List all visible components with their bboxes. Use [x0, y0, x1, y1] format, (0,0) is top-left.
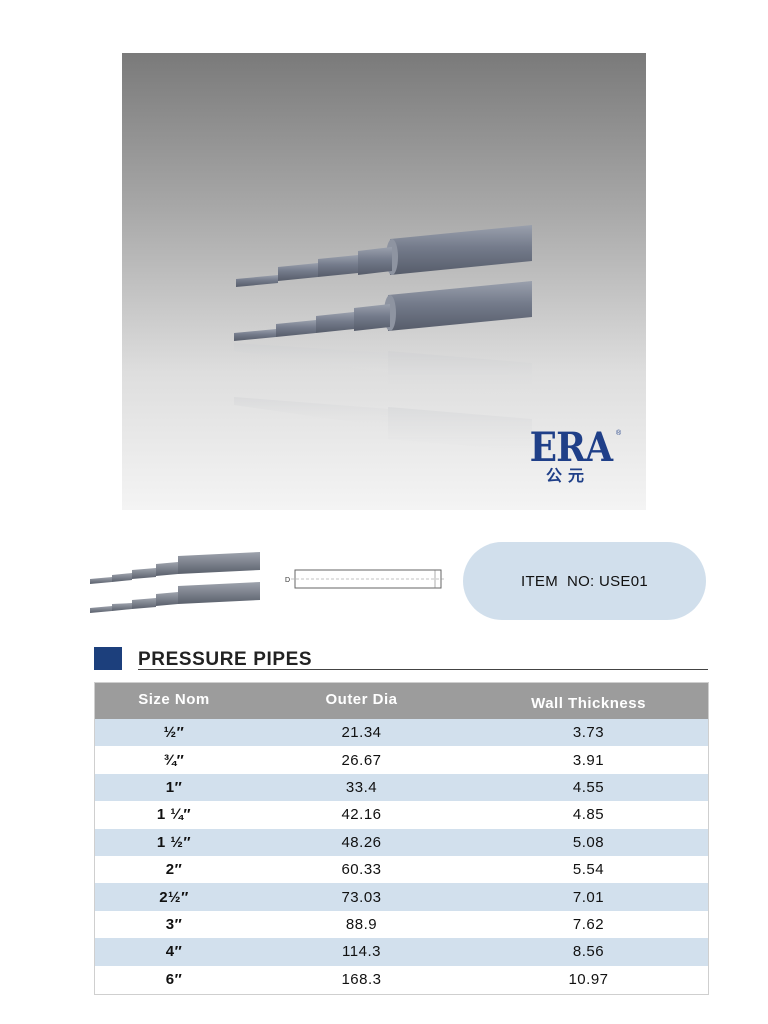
- section-divider: [138, 669, 708, 670]
- cell-size: 3″: [165, 915, 183, 933]
- table-row: 1″ 33.4 4.55: [94, 773, 708, 802]
- pipe-set-bottom: [234, 281, 532, 341]
- logo-brand: ERA: [529, 424, 613, 471]
- header-size-nom: Size Nom: [138, 691, 210, 708]
- table-row: 2″ 60.33 5.54: [94, 855, 708, 884]
- cell-wall: 3.73: [572, 724, 605, 742]
- cell-outer-dia: 60.33: [341, 861, 382, 879]
- section-heading: PRESSURE PIPES: [94, 645, 708, 671]
- table-row: 4″ 114.3 8.56: [94, 938, 708, 966]
- pipe-reflection: [234, 343, 532, 451]
- section-title: PRESSURE PIPES: [138, 649, 313, 670]
- cell-wall: 5.08: [572, 833, 605, 851]
- cell-outer-dia: 73.03: [341, 888, 382, 906]
- cell-wall: 5.54: [572, 861, 605, 879]
- cell-wall: 4.55: [572, 778, 605, 796]
- cell-outer-dia: 42.16: [341, 806, 382, 824]
- table-row: 1 ½″ 48.26 5.08: [94, 828, 708, 856]
- product-photo: [122, 53, 646, 510]
- cell-outer-dia: 48.26: [341, 833, 382, 851]
- cell-wall: 8.56: [572, 943, 605, 961]
- cell-size: 1″: [165, 778, 183, 796]
- cell-wall: 7.01: [572, 888, 605, 906]
- cell-size: ½″: [163, 724, 185, 742]
- cell-wall: 3.91: [572, 751, 605, 769]
- cell-size: 4″: [165, 943, 183, 961]
- table-row: ½″ 21.34 3.73: [94, 719, 708, 747]
- cell-size: 1 ¼″: [156, 806, 192, 824]
- cell-outer-dia: 168.3: [341, 970, 382, 988]
- pipe-technical-drawing: D: [275, 560, 447, 605]
- header-outer-dia: Outer Dia: [325, 691, 398, 708]
- header-wall-thickness: Wall Thickness: [531, 695, 646, 712]
- era-logo: ERA ® 公元: [526, 428, 636, 492]
- cell-size: 1 ½″: [156, 833, 192, 851]
- table-row: 2½″ 73.03 7.01: [94, 883, 708, 911]
- table-header-row: Size Nom Outer Dia Wall Thickness: [94, 682, 708, 719]
- table-row: 1 ¼″ 42.16 4.85: [94, 801, 708, 829]
- item-number-badge: ITEM NO: USE01: [463, 542, 706, 620]
- cell-size: 6″: [165, 970, 183, 988]
- cell-outer-dia: 26.67: [341, 751, 382, 769]
- logo-chinese: 公元: [546, 468, 591, 485]
- cell-outer-dia: 114.3: [342, 943, 381, 961]
- cell-outer-dia: 21.34: [341, 724, 382, 742]
- table-row: 6″ 168.3 10.97: [94, 965, 708, 993]
- pipes-illustration: [234, 225, 532, 451]
- section-marker-square: [94, 647, 122, 670]
- cell-wall: 4.85: [572, 806, 605, 824]
- dimension-label: D: [285, 577, 290, 584]
- pipe-spec-table: Size Nom Outer Dia Wall Thickness ½″ 21.…: [94, 682, 708, 993]
- product-thumbnail: [86, 546, 262, 619]
- table-row: 3″ 88.9 7.62: [94, 910, 708, 939]
- cell-outer-dia: 88.9: [345, 915, 378, 933]
- cell-wall: 7.62: [572, 915, 605, 933]
- cell-wall: 10.97: [568, 970, 609, 988]
- cell-outer-dia: 33.4: [345, 778, 378, 796]
- cell-size: ¾″: [163, 751, 185, 769]
- cell-size: 2½″: [159, 888, 189, 906]
- cell-size: 2″: [165, 861, 183, 879]
- item-number-text: ITEM NO: USE01: [520, 572, 649, 590]
- pipe-set-top: [236, 225, 532, 287]
- logo-registered-mark: ®: [616, 430, 622, 437]
- table-row: ¾″ 26.67 3.91: [94, 746, 708, 774]
